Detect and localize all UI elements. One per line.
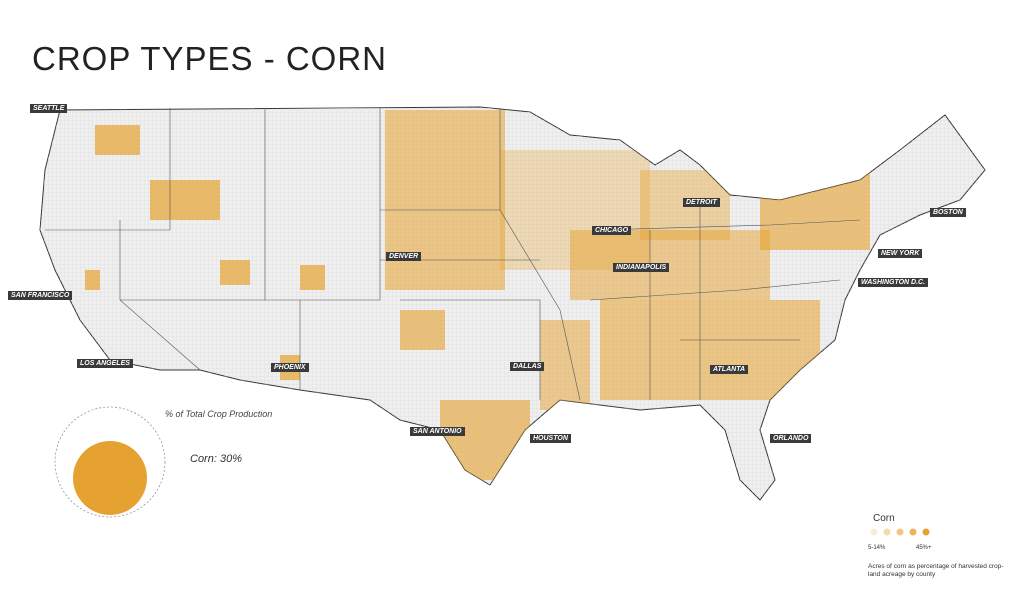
city-label: SAN ANTONIO	[410, 427, 465, 436]
inset-label: Corn: 30%	[190, 453, 242, 465]
city-label: DETROIT	[683, 198, 720, 207]
city-label: INDIANAPOLIS	[613, 263, 670, 272]
city-label: HOUSTON	[530, 434, 571, 443]
city-label: SAN FRANCISCO	[8, 291, 73, 300]
legend-min: 5-14%	[868, 545, 886, 551]
borders	[45, 108, 861, 401]
city-label: ATLANTA	[710, 365, 749, 374]
city-label: CHICAGO	[592, 226, 632, 235]
city-label: LOS ANGELES	[77, 359, 133, 368]
legend-title: Corn	[873, 513, 895, 524]
inset-circle	[73, 441, 147, 515]
legend-max: 45%+	[916, 545, 932, 551]
city-label: ORLANDO	[770, 434, 812, 443]
city-label: PHOENIX	[271, 363, 309, 372]
city-label: NEW YORK	[878, 249, 923, 258]
city-label: BOSTON	[930, 208, 966, 217]
inset-heading: % of Total Crop Production	[165, 409, 273, 419]
city-label: SEATTLE	[30, 104, 68, 113]
inset-frame	[54, 406, 166, 518]
legend-note: Acres of corn as percentage of harvested…	[868, 563, 1004, 579]
city-label: WASHINGTON D.C.	[858, 278, 929, 287]
legend-dots	[870, 528, 930, 536]
city-label: DENVER	[386, 252, 422, 261]
title: CROP TYPES - CORN	[32, 40, 388, 77]
city-label: DALLAS	[510, 362, 545, 371]
